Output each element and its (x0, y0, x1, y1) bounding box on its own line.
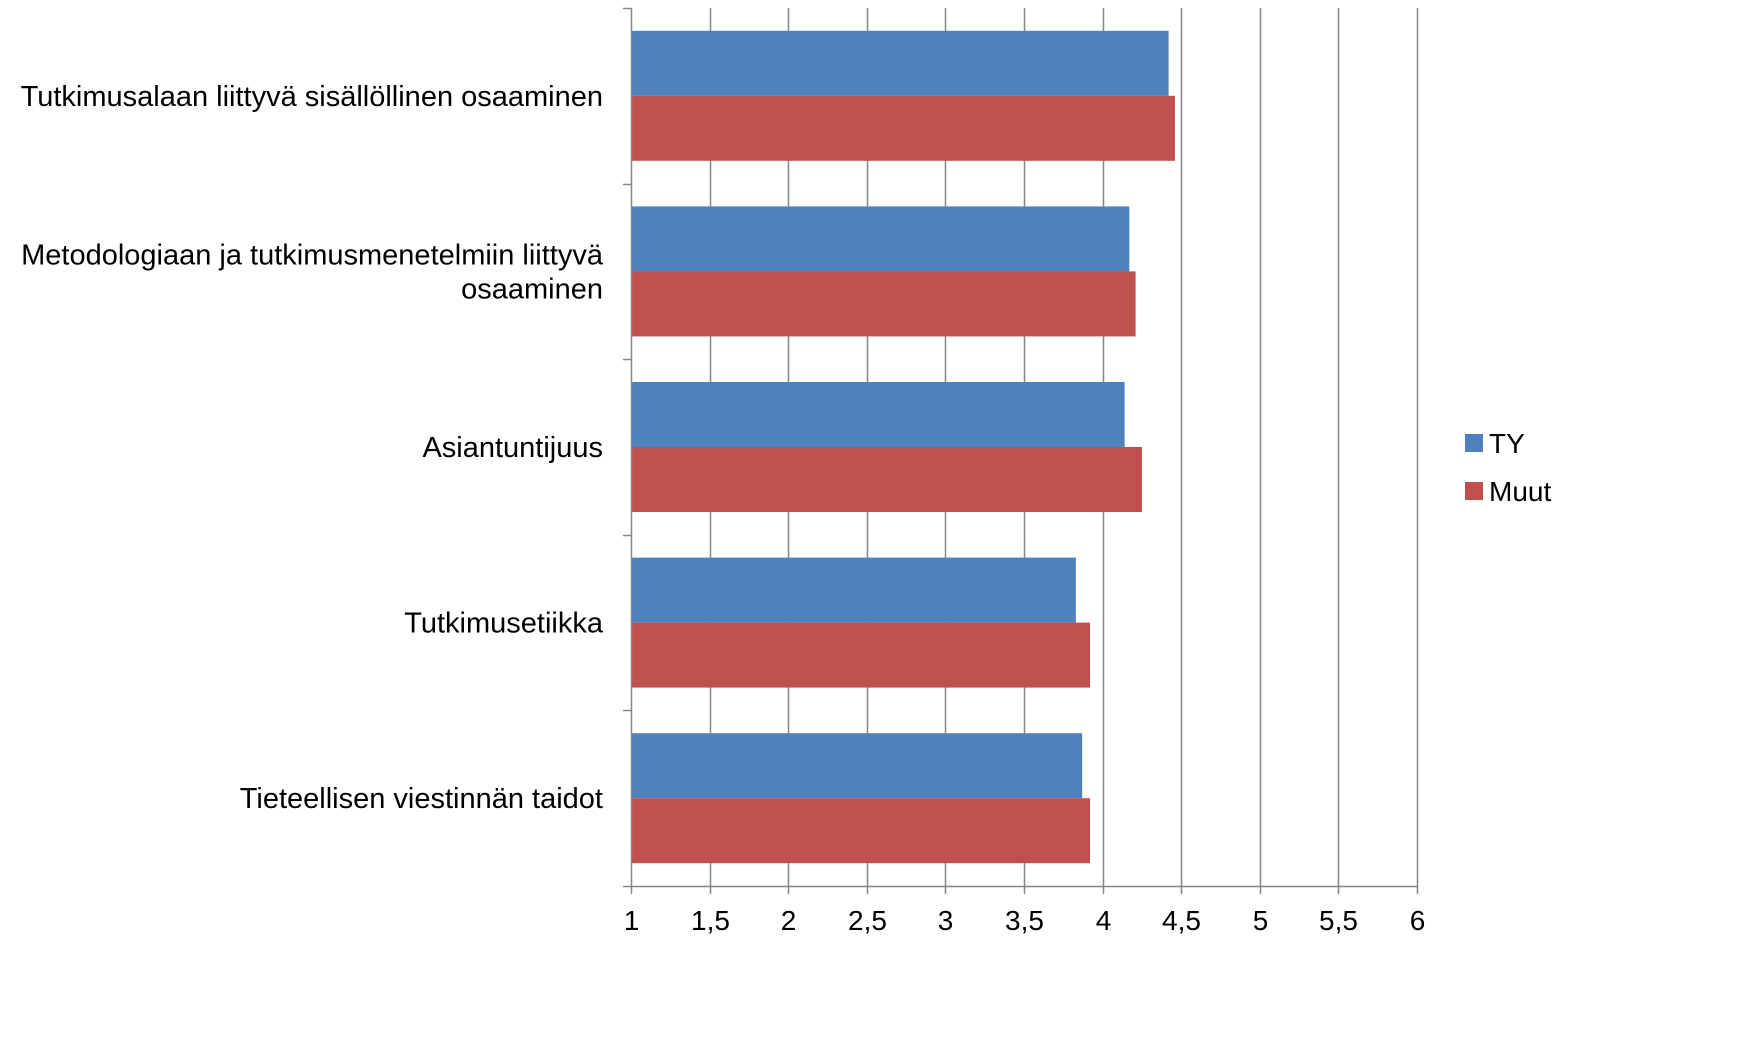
bar-ty-4 (631, 557, 1076, 623)
category-label: Tutkimusetiikka (404, 608, 604, 640)
legend-swatch-ty (1465, 434, 1483, 452)
bar-ty-2 (631, 206, 1130, 272)
category-label: osaaminen (461, 273, 603, 305)
x-tick-label: 4 (1096, 905, 1112, 936)
bar-muut-4 (631, 622, 1091, 688)
bar-ty-3 (631, 382, 1125, 447)
x-tick-label: 5,5 (1319, 905, 1358, 936)
legend-swatch-muut (1465, 482, 1483, 500)
x-tick-label: 5 (1253, 905, 1269, 936)
x-tick-label: 3 (938, 905, 954, 936)
category-label: Tutkimusalaan liittyvä sisällöllinen osa… (21, 81, 603, 113)
x-tick-label: 6 (1410, 905, 1426, 936)
category-label: Tieteellisen viestinnän taidot (240, 783, 603, 815)
legend: TY Muut (1465, 428, 1551, 507)
bar-ty-5 (631, 733, 1083, 799)
legend-label-ty: TY (1489, 428, 1525, 459)
x-tick-label: 2,5 (848, 905, 887, 936)
x-tick-label: 4,5 (1162, 905, 1201, 936)
bar-muut-3 (631, 447, 1142, 512)
legend-label-muut: Muut (1489, 476, 1551, 507)
x-tick-label: 1 (624, 905, 640, 936)
x-tick-labels: 1 1,5 2 2,5 3 3,5 4 4,5 5 5,5 6 (624, 905, 1426, 936)
x-tick-label: 3,5 (1005, 905, 1044, 936)
category-label: Metodologiaan ja tutkimusmenetelmiin lii… (21, 239, 604, 271)
bars (631, 30, 1175, 864)
bar-muut-5 (631, 798, 1091, 864)
category-labels: Tutkimusalaan liittyvä sisällöllinen osa… (21, 81, 604, 815)
x-tick-label: 1,5 (691, 905, 730, 936)
bar-muut-1 (631, 95, 1175, 161)
axes (623, 7, 1419, 894)
x-tick-label: 2 (781, 905, 797, 936)
category-label: Asiantuntijuus (422, 432, 603, 464)
bar-muut-2 (631, 271, 1136, 337)
bar-ty-1 (631, 30, 1169, 96)
